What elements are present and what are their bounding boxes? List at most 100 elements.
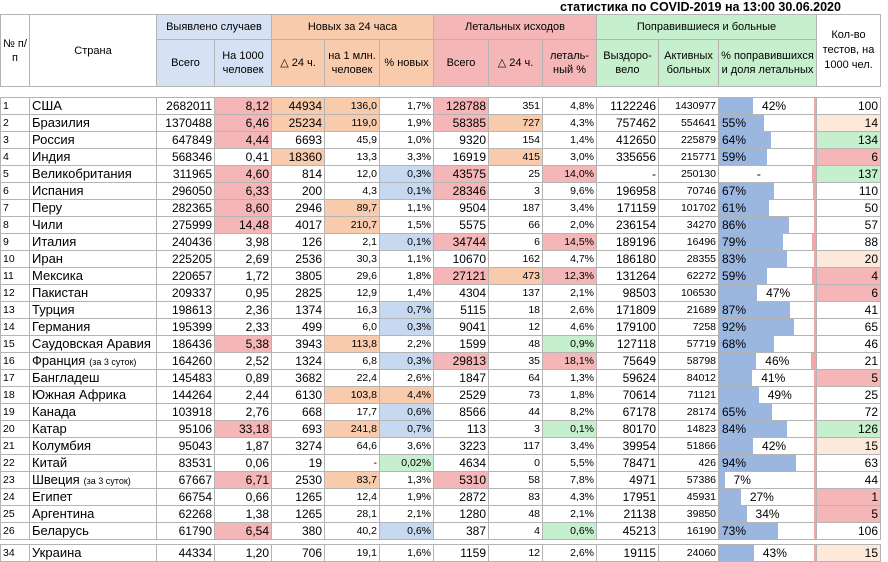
cell-tests-value: 6 <box>871 286 878 300</box>
cell-lethal-value: 2,1% <box>570 287 594 299</box>
cell-new24: 693 <box>271 420 325 438</box>
cell-per1000-value: 6,33 <box>245 184 269 198</box>
cell-pctnew-value: 1,9% <box>407 117 431 129</box>
table-row: 7 Перу 282365 8,60 2946 89,7 1,1% 9504 187 3,4% 17… <box>0 199 881 217</box>
cell-num-value: 4 <box>3 151 9 163</box>
cell-new24: 3805 <box>271 267 325 285</box>
cell-active-value: 45931 <box>686 491 716 503</box>
cell-per1000-value: 2,33 <box>245 320 269 334</box>
table-row: 15 Саудовская Аравия 186436 5,38 3943 113,8 2,… <box>0 335 881 353</box>
cell-deaths: 16919 <box>433 148 489 166</box>
cell-deaths-delta-value: 48 <box>528 508 540 520</box>
cell-lethal-value: 3,4% <box>570 202 594 214</box>
cell-lethal: 1,8% <box>542 386 597 404</box>
table-row: 20 Катар 95106 33,18 693 241,8 0,7% 113 3 0,1% 801… <box>0 420 881 438</box>
cell-country: Канада <box>29 403 157 421</box>
cell-pctnew-value: 2,1% <box>407 508 431 520</box>
cell-recovered-value: 75649 <box>622 354 656 368</box>
cell-active: 57719 <box>658 335 719 353</box>
cell-country: Катар <box>29 420 157 438</box>
cell-deaths: 113 <box>433 420 489 438</box>
cell-country: Иран <box>29 250 157 268</box>
cell-permln-value: 4,3 <box>362 185 377 197</box>
cell-deaths-value: 9041 <box>459 320 486 334</box>
cell-num: 19 <box>0 403 30 421</box>
cell-tests: 57 <box>816 216 881 234</box>
cell-deaths-delta: 58 <box>488 471 543 489</box>
table-row: 25 Аргентина 62268 1,38 1265 28,1 2,1% 1280 48 2,… <box>0 505 881 523</box>
cell-total-value: 66754 <box>178 490 212 504</box>
cell-pctnew: 1,9% <box>379 114 434 132</box>
cell-deaths-value: 3223 <box>459 439 486 453</box>
lethal-share-bar <box>814 438 816 454</box>
cell-per1000-value: 6,54 <box>245 524 269 538</box>
cell-deaths: 3223 <box>433 437 489 455</box>
header-new24: Новых за 24 часа <box>271 14 434 40</box>
cell-new24-value: 3805 <box>295 269 322 283</box>
cell-recovered-pct: 42% <box>718 437 817 455</box>
cell-per1000-value: 5,38 <box>245 337 269 351</box>
cell-per1000-value: 33,18 <box>238 422 269 436</box>
lethal-share-bar <box>814 98 816 114</box>
cell-lethal-value: 3,0% <box>570 151 594 163</box>
cell-recovered: 39954 <box>596 437 659 455</box>
cell-new24-value: 3943 <box>295 337 322 351</box>
cell-recovered-value: 78471 <box>622 456 656 470</box>
cell-tests: 25 <box>816 386 881 404</box>
cell-lethal-value: 12,3% <box>564 270 594 282</box>
cell-lethal: 2,0% <box>542 216 597 234</box>
cell-recovered-pct: 94% <box>718 454 817 472</box>
cell-recovered: 75649 <box>596 352 659 370</box>
cell-pctnew: 1,6% <box>379 544 434 562</box>
cell-pctnew: 1,7% <box>379 97 434 115</box>
cell-deaths-value: 29813 <box>452 354 486 368</box>
recovered-share-bar <box>719 285 758 301</box>
cell-permln-value: 6,8 <box>362 355 377 367</box>
cell-recovered-value: 59624 <box>622 371 656 385</box>
cell-per1000-value: 4,44 <box>245 133 269 147</box>
recovered-share-bar <box>719 149 768 165</box>
cell-country: Беларусь <box>29 522 157 540</box>
cell-new24-value: 126 <box>301 235 322 249</box>
cell-total: 66754 <box>156 488 215 506</box>
recovered-pct-label: 83% <box>722 252 747 266</box>
cell-pctnew: 0,7% <box>379 301 434 319</box>
cell-deaths-delta: 351 <box>488 97 543 115</box>
cell-num-value: 24 <box>3 491 15 503</box>
cell-total-value: 296050 <box>171 184 212 198</box>
cell-tests: 50 <box>816 199 881 217</box>
cell-deaths: 1599 <box>433 335 489 353</box>
cell-deaths: 5115 <box>433 301 489 319</box>
cell-country-value: США <box>32 98 62 113</box>
cell-deaths-delta-value: 351 <box>522 100 540 112</box>
cell-tests-value: 44 <box>864 473 878 487</box>
header-active: Активных больных <box>658 39 719 87</box>
cell-active-value: 71121 <box>687 389 716 401</box>
cell-pctnew-value: 0,7% <box>407 304 431 316</box>
lethal-share-bar <box>810 353 816 369</box>
cell-active: 58798 <box>658 352 719 370</box>
cell-country: Индия <box>29 148 157 166</box>
header-detected-per1000: На 1000 человек <box>214 39 272 87</box>
cell-recovered: 21138 <box>596 505 659 523</box>
cell-pctnew: 0,7% <box>379 420 434 438</box>
cell-new24: 814 <box>271 165 325 183</box>
cell-active-value: 28174 <box>686 406 716 418</box>
recovered-share-bar <box>719 251 787 267</box>
cell-active-value: 101702 <box>680 202 716 214</box>
cell-permln: 13,3 <box>324 148 380 166</box>
cell-permln: 30,3 <box>324 250 380 268</box>
cell-num-value: 7 <box>3 202 9 214</box>
cell-new24-value: 6693 <box>295 133 322 147</box>
cell-recovered-value: 189196 <box>615 235 656 249</box>
cell-tests-value: 41 <box>864 303 878 317</box>
cell-num-value: 10 <box>3 253 15 265</box>
recovered-share-bar <box>719 200 769 216</box>
cell-total-value: 647849 <box>171 133 212 147</box>
cell-num: 23 <box>0 471 30 489</box>
cell-tests: 6 <box>816 148 881 166</box>
cell-deaths-delta-value: 58 <box>528 474 540 486</box>
cell-new24: 25234 <box>271 114 325 132</box>
cell-per1000-value: 6,46 <box>245 116 269 130</box>
cell-lethal-value: 7,8% <box>570 474 594 486</box>
